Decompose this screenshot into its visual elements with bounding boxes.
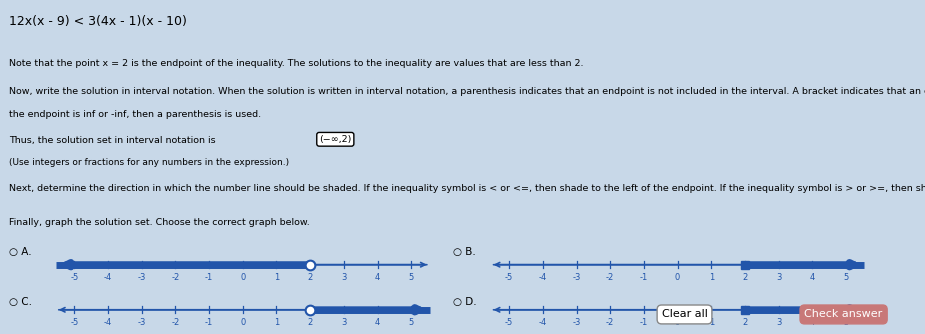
- Text: ○ B.: ○ B.: [453, 247, 476, 257]
- Text: -5: -5: [70, 274, 79, 282]
- Text: -3: -3: [138, 319, 146, 327]
- Text: 4: 4: [809, 319, 815, 327]
- Text: -3: -3: [138, 274, 146, 282]
- Text: Check answer: Check answer: [805, 310, 882, 319]
- Text: 2: 2: [742, 274, 747, 282]
- Text: Next, determine the direction in which the number line should be shaded. If the : Next, determine the direction in which t…: [9, 184, 925, 193]
- Text: 5: 5: [844, 274, 848, 282]
- Text: -1: -1: [640, 274, 648, 282]
- Text: 2: 2: [307, 319, 313, 327]
- Text: -1: -1: [640, 319, 648, 327]
- Text: -4: -4: [104, 274, 112, 282]
- Text: Thus, the solution set in interval notation is: Thus, the solution set in interval notat…: [9, 136, 216, 145]
- Text: -4: -4: [538, 274, 547, 282]
- Text: -3: -3: [573, 319, 581, 327]
- Text: -4: -4: [104, 319, 112, 327]
- Text: (Use integers or fractions for any numbers in the expression.): (Use integers or fractions for any numbe…: [9, 158, 290, 167]
- Text: -2: -2: [171, 274, 179, 282]
- Text: 1: 1: [274, 274, 279, 282]
- Text: -2: -2: [606, 319, 614, 327]
- Text: -1: -1: [205, 319, 214, 327]
- Text: 0: 0: [675, 274, 680, 282]
- Text: the endpoint is inf or -inf, then a parenthesis is used.: the endpoint is inf or -inf, then a pare…: [9, 110, 262, 119]
- Text: 4: 4: [375, 319, 380, 327]
- Text: -1: -1: [205, 274, 214, 282]
- Text: 1: 1: [274, 319, 279, 327]
- Text: -2: -2: [606, 274, 614, 282]
- Text: 5: 5: [409, 319, 413, 327]
- Text: 0: 0: [240, 319, 245, 327]
- Text: 2: 2: [742, 319, 747, 327]
- Text: 5: 5: [844, 319, 848, 327]
- Text: -4: -4: [538, 319, 547, 327]
- Text: ○ C.: ○ C.: [9, 297, 32, 307]
- Text: 1: 1: [709, 319, 714, 327]
- Text: 3: 3: [776, 274, 782, 282]
- Text: ○ A.: ○ A.: [9, 247, 31, 257]
- Text: 12x(x - 9) < 3(4x - 1)(x - 10): 12x(x - 9) < 3(4x - 1)(x - 10): [9, 15, 187, 28]
- Text: Finally, graph the solution set. Choose the correct graph below.: Finally, graph the solution set. Choose …: [9, 218, 310, 227]
- Text: 3: 3: [341, 319, 347, 327]
- Text: -5: -5: [70, 319, 79, 327]
- Text: 4: 4: [375, 274, 380, 282]
- Text: 5: 5: [409, 274, 413, 282]
- Text: 1: 1: [709, 274, 714, 282]
- Text: -5: -5: [505, 319, 513, 327]
- Text: ○ D.: ○ D.: [453, 297, 477, 307]
- Text: 2: 2: [307, 274, 313, 282]
- Text: (−∞,2): (−∞,2): [319, 135, 352, 144]
- Text: Note that the point x = 2 is the endpoint of the inequality. The solutions to th: Note that the point x = 2 is the endpoin…: [9, 59, 584, 68]
- Text: Now, write the solution in interval notation. When the solution is written in in: Now, write the solution in interval nota…: [9, 87, 925, 96]
- Text: 0: 0: [240, 274, 245, 282]
- Text: -2: -2: [171, 319, 179, 327]
- Text: 0: 0: [675, 319, 680, 327]
- Text: Clear all: Clear all: [661, 310, 708, 319]
- Text: -5: -5: [505, 274, 513, 282]
- Text: 3: 3: [776, 319, 782, 327]
- Text: -3: -3: [573, 274, 581, 282]
- Text: 4: 4: [809, 274, 815, 282]
- Text: 3: 3: [341, 274, 347, 282]
